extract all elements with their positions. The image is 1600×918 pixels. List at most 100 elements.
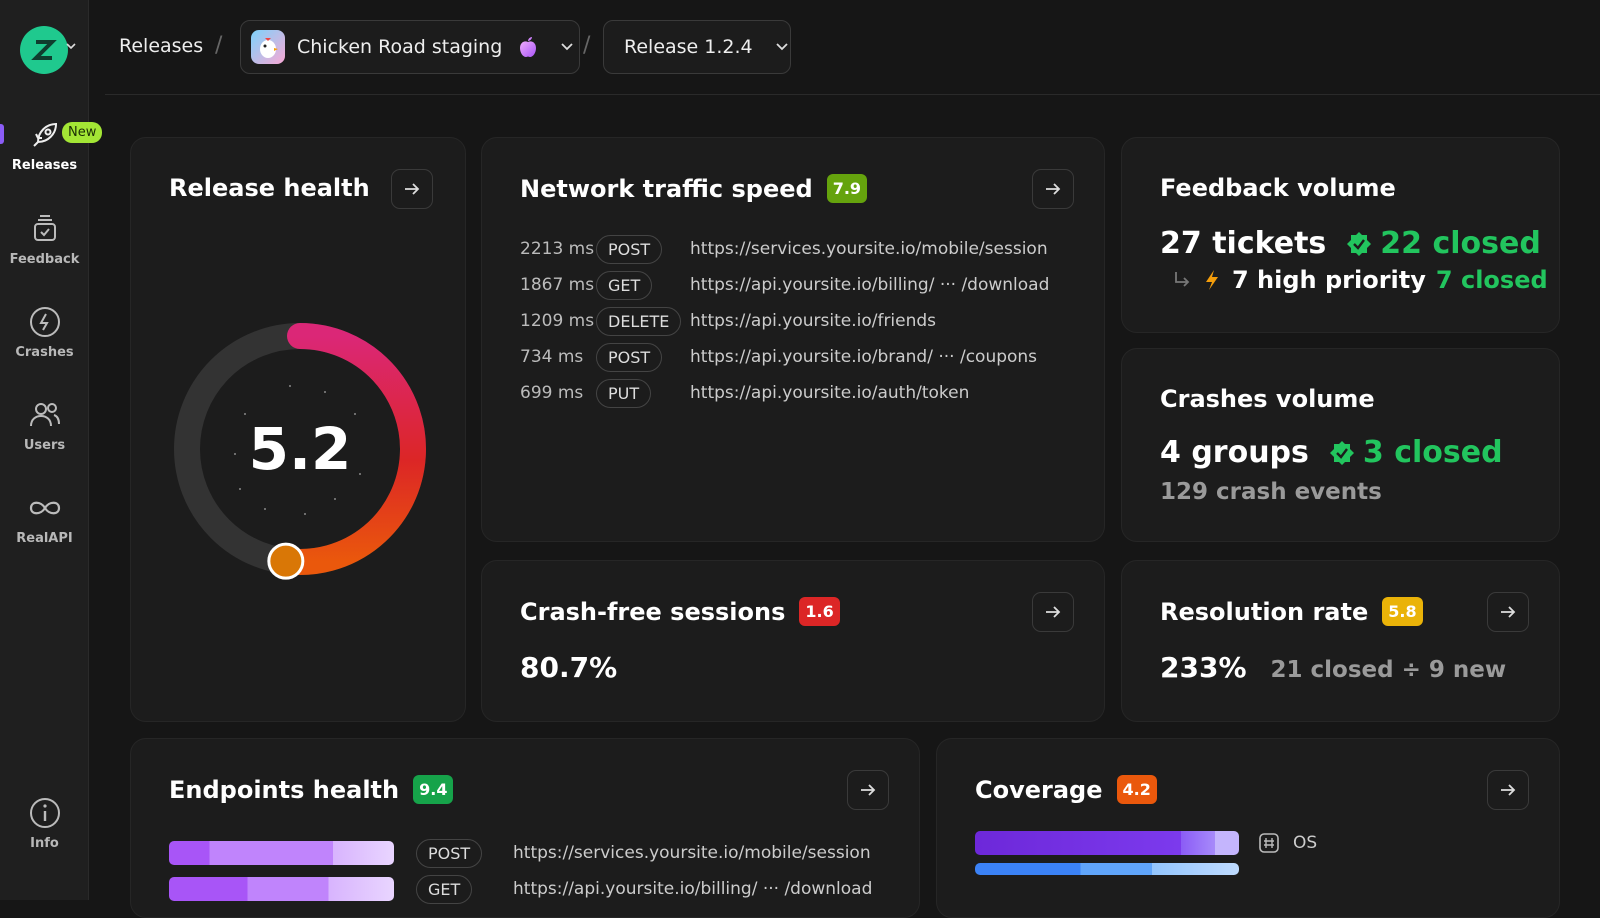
endpoint-url: https://services.yoursite.io/mobile/sess… — [513, 843, 871, 863]
request-row[interactable]: 2213 ms POST https://services.yoursite.io/… — [520, 234, 1048, 264]
request-row[interactable]: 1867 ms GET https://api.yoursite.io/billin… — [520, 270, 1049, 300]
score-badge: 5.8 — [1382, 597, 1423, 626]
reply-arrow-icon — [1175, 272, 1190, 287]
new-badge: New — [62, 122, 103, 143]
resolution-open-button[interactable] — [1487, 592, 1529, 632]
endpoints-health-card: Endpoints health 9.4 POST https://service… — [130, 738, 920, 918]
breadcrumb-releases-link[interactable]: Releases — [119, 35, 204, 57]
verified-check-icon — [1329, 440, 1354, 465]
resolution-summary: 233% 21 closed ÷ 9 new — [1160, 651, 1506, 684]
hash-icon — [1259, 833, 1279, 853]
workspace-logo[interactable] — [20, 26, 68, 74]
release-selector-label: Release 1.2.4 — [624, 36, 753, 58]
health-gauge — [174, 323, 426, 580]
ticket-count: 27 tickets — [1160, 226, 1327, 261]
sidebar-item-users[interactable]: Users — [0, 398, 89, 453]
coverage-bar — [975, 831, 1239, 855]
network-title: Network traffic speed — [520, 174, 813, 203]
arrow-right-icon — [1046, 606, 1061, 618]
chevron-down-icon[interactable] — [66, 41, 76, 51]
group-count: 4 groups — [1160, 435, 1309, 470]
coverage-card: Coverage 4.2 OS — [936, 738, 1560, 918]
endpoint-row[interactable]: POST https://services.yoursite.io/mobile/… — [416, 838, 871, 868]
method-badge: POST — [416, 838, 483, 868]
method-badge: GET — [596, 270, 653, 300]
apple-icon — [520, 37, 537, 57]
endpoints-title: Endpoints health — [169, 775, 400, 804]
active-indicator — [0, 124, 4, 144]
chevron-down-icon — [775, 43, 788, 51]
coverage-legend-label: OS — [1293, 833, 1318, 853]
gauge-fill — [272, 323, 426, 575]
release-selector[interactable]: Release 1.2.4 — [603, 20, 791, 74]
request-duration: 699 ms — [520, 383, 584, 403]
sidebar: Releases New Feedback Crashes Users Real… — [0, 0, 103, 900]
arrow-right-icon — [405, 183, 420, 195]
sidebar-item-info[interactable]: Info — [0, 796, 89, 851]
method-badge: GET — [416, 874, 473, 904]
sidebar-item-label: RealAPI — [16, 531, 73, 546]
sidebar-item-label: Feedback — [9, 252, 80, 267]
score-badge: 9.4 — [413, 775, 454, 804]
release-health-card: Release health 5.2 — [130, 137, 466, 722]
gauge-sparkles — [234, 385, 361, 515]
resolution-value: 233% — [1160, 651, 1247, 684]
arrow-right-icon — [1046, 183, 1061, 195]
request-duration: 1209 ms — [520, 311, 595, 331]
users-icon — [29, 403, 60, 427]
crashes-title: Crashes volume — [1160, 385, 1375, 413]
crash-event-count: 129 crash events — [1160, 479, 1382, 505]
high-priority-row: 7 high priority 7 closed — [1172, 266, 1548, 294]
request-url: https://services.yoursite.io/mobile/sess… — [690, 239, 1048, 259]
closed-count: 3 closed — [1362, 435, 1503, 470]
request-row[interactable]: 699 ms PUT https://api.yoursite.io/auth/to… — [520, 378, 969, 408]
high-priority-count: 7 high priority — [1232, 266, 1426, 294]
score-badge: 7.9 — [826, 174, 868, 203]
method-badge: POST — [596, 342, 663, 372]
crashes-volume-card[interactable]: Crashes volume 4 groups 3 closed 129 cra… — [1121, 348, 1560, 542]
request-duration: 734 ms — [520, 347, 584, 367]
method-badge: POST — [596, 234, 663, 264]
card-title: Resolution rate 5.8 — [1160, 597, 1423, 626]
card-title: Release health — [169, 174, 370, 202]
sidebar-item-feedback[interactable]: Feedback — [0, 212, 89, 267]
endpoint-row[interactable]: GET https://api.yoursite.io/billing/ ··· … — [416, 874, 872, 904]
crash-free-open-button[interactable] — [1032, 592, 1074, 632]
sidebar-item-label: Users — [23, 438, 66, 453]
network-traffic-card: Network traffic speed 7.9 2213 ms POST htt… — [481, 137, 1105, 542]
network-open-button[interactable] — [1032, 169, 1074, 209]
arrow-right-icon — [861, 784, 876, 796]
endpoint-url: https://api.yoursite.io/billing/ ··· /do… — [513, 879, 873, 899]
card-title: Crash-free sessions 1.6 — [520, 597, 840, 626]
sidebar-item-label: Releases — [11, 158, 78, 173]
request-url: https://api.yoursite.io/billing/ ··· /do… — [690, 275, 1050, 295]
crash-free-title: Crash-free sessions — [520, 597, 786, 626]
lightning-icon — [1206, 270, 1218, 290]
crashes-summary: 4 groups 3 closed — [1160, 435, 1503, 470]
sidebar-item-releases[interactable]: Releases — [0, 118, 89, 173]
sidebar-item-realapi[interactable]: RealAPI — [0, 491, 89, 546]
high-priority-closed: 7 closed — [1435, 266, 1548, 294]
info-icon — [29, 798, 60, 828]
card-title: Endpoints health 9.4 — [169, 775, 454, 804]
app-selector[interactable]: Chicken Road staging — [240, 20, 580, 74]
request-row[interactable]: 1209 ms DELETE https://api.yoursite.io/fri… — [520, 306, 936, 336]
method-badge: DELETE — [596, 306, 682, 336]
feedback-volume-card[interactable]: Feedback volume 27 tickets 22 closed 7 h… — [1121, 137, 1560, 333]
card-title: Network traffic speed 7.9 — [520, 174, 868, 203]
coverage-open-button[interactable] — [1487, 770, 1529, 810]
request-row[interactable]: 734 ms POST https://api.yoursite.io/brand/… — [520, 342, 1037, 372]
infinity-icon — [29, 501, 60, 515]
sidebar-item-crashes[interactable]: Crashes — [0, 305, 89, 360]
release-health-title: Release health — [169, 174, 370, 202]
rocket-icon — [32, 122, 57, 147]
closed-count: 22 closed — [1380, 226, 1541, 261]
breadcrumb-separator: / — [215, 33, 223, 58]
verified-check-icon — [1347, 231, 1372, 256]
arrow-right-icon — [1501, 784, 1516, 796]
card-title: Crashes volume — [1160, 385, 1375, 413]
crash-free-sessions-card: Crash-free sessions 1.6 80.7% — [481, 560, 1105, 722]
release-health-open-button[interactable] — [391, 169, 433, 209]
endpoints-open-button[interactable] — [847, 770, 889, 810]
request-url: https://api.yoursite.io/friends — [690, 311, 937, 331]
